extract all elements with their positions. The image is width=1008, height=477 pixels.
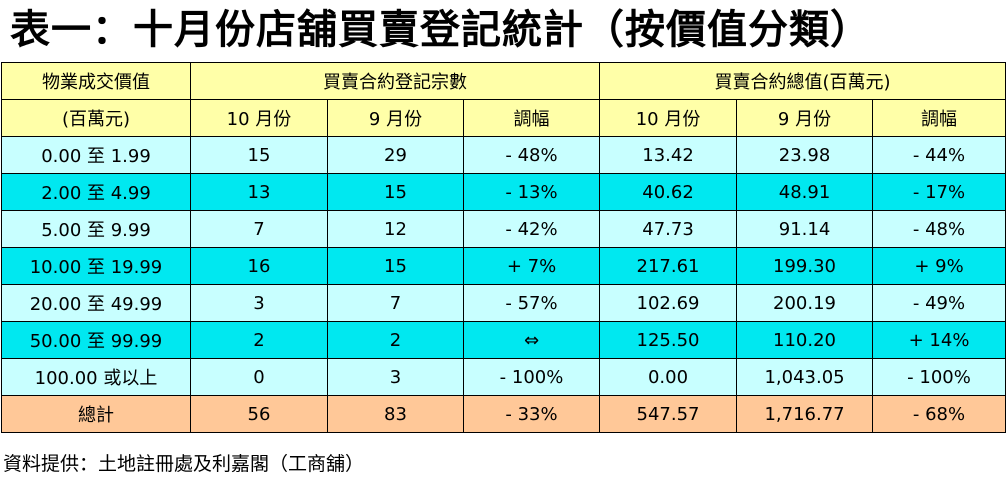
value-change-cell: + 14% [872, 321, 1007, 359]
range-cell: 0.00 至 1.99 [1, 136, 191, 174]
value-change-cell: - 48% [872, 210, 1007, 248]
value-sep-cell: 48.91 [736, 173, 874, 211]
header-range-unit: (百萬元) [1, 99, 191, 137]
total-count-sep: 83 [327, 395, 464, 433]
value-change-cell: - 49% [872, 284, 1007, 322]
value-sep-cell: 91.14 [736, 210, 874, 248]
value-oct-cell: 13.42 [599, 136, 738, 174]
table-row: 50.00 至 99.99 2 2 ⇔ 125.50 110.20 + 14% [1, 321, 1007, 359]
value-sep-cell: 23.98 [736, 136, 874, 174]
count-oct-cell: 16 [190, 247, 328, 285]
count-sep-cell: 2 [327, 321, 464, 359]
count-change-cell: - 13% [462, 173, 601, 211]
value-oct-cell: 217.61 [599, 247, 738, 285]
value-sep-cell: 200.19 [736, 284, 874, 322]
count-oct-cell: 7 [190, 210, 328, 248]
total-value-oct: 547.57 [599, 395, 738, 433]
count-oct-cell: 3 [190, 284, 328, 322]
header-row-1: 物業成交價值 買賣合約登記宗數 買賣合約總值(百萬元) [1, 62, 1007, 100]
header-count-change: 調幅 [462, 99, 601, 137]
count-sep-cell: 15 [327, 173, 464, 211]
count-change-cell: - 100% [462, 358, 601, 396]
source-note: 資料提供：土地註冊處及利嘉閣（工商舖） [3, 453, 365, 475]
value-oct-cell: 0.00 [599, 358, 738, 396]
count-sep-cell: 7 [327, 284, 464, 322]
count-sep-cell: 3 [327, 358, 464, 396]
range-cell: 10.00 至 19.99 [1, 247, 191, 285]
header-value-change: 調幅 [872, 99, 1007, 137]
count-sep-cell: 29 [327, 136, 464, 174]
header-count-oct: 10 月份 [190, 99, 328, 137]
header-count-sep: 9 月份 [327, 99, 464, 137]
count-sep-cell: 15 [327, 247, 464, 285]
value-oct-cell: 40.62 [599, 173, 738, 211]
total-count-oct: 56 [190, 395, 328, 433]
count-change-cell: - 48% [462, 136, 601, 174]
total-label: 總計 [1, 395, 191, 433]
value-change-cell: - 100% [872, 358, 1007, 396]
count-change-cell: - 42% [462, 210, 601, 248]
value-sep-cell: 199.30 [736, 247, 874, 285]
page-title: 表一：十月份店舖買賣登記統計（按價值分類） [10, 7, 871, 53]
table-row: 5.00 至 9.99 7 12 - 42% 47.73 91.14 - 48% [1, 210, 1007, 248]
value-sep-cell: 110.20 [736, 321, 874, 359]
count-oct-cell: 2 [190, 321, 328, 359]
header-row-2: (百萬元) 10 月份 9 月份 調幅 10 月份 9 月份 調幅 [1, 99, 1007, 137]
count-oct-cell: 0 [190, 358, 328, 396]
total-count-change: - 33% [462, 395, 601, 433]
range-cell: 100.00 或以上 [1, 358, 191, 396]
count-oct-cell: 15 [190, 136, 328, 174]
value-change-cell: - 44% [872, 136, 1007, 174]
total-row: 總計 56 83 - 33% 547.57 1,716.77 - 68% [1, 395, 1007, 433]
range-cell: 50.00 至 99.99 [1, 321, 191, 359]
table-row: 20.00 至 49.99 3 7 - 57% 102.69 200.19 - … [1, 284, 1007, 322]
header-range-label: 物業成交價值 [1, 62, 191, 100]
count-sep-cell: 12 [327, 210, 464, 248]
range-cell: 2.00 至 4.99 [1, 173, 191, 211]
table-row: 0.00 至 1.99 15 29 - 48% 13.42 23.98 - 44… [1, 136, 1007, 174]
value-oct-cell: 47.73 [599, 210, 738, 248]
header-value-sep: 9 月份 [736, 99, 874, 137]
table-row: 100.00 或以上 0 3 - 100% 0.00 1,043.05 - 10… [1, 358, 1007, 396]
value-change-cell: - 17% [872, 173, 1007, 211]
header-value-group: 買賣合約總值(百萬元) [599, 62, 1007, 100]
table-row: 10.00 至 19.99 16 15 + 7% 217.61 199.30 +… [1, 247, 1007, 285]
count-change-cell: + 7% [462, 247, 601, 285]
value-sep-cell: 1,043.05 [736, 358, 874, 396]
header-value-oct: 10 月份 [599, 99, 738, 137]
total-value-sep: 1,716.77 [736, 395, 874, 433]
count-change-cell: - 57% [462, 284, 601, 322]
count-oct-cell: 13 [190, 173, 328, 211]
value-change-cell: + 9% [872, 247, 1007, 285]
range-cell: 5.00 至 9.99 [1, 210, 191, 248]
range-cell: 20.00 至 49.99 [1, 284, 191, 322]
table-row: 2.00 至 4.99 13 15 - 13% 40.62 48.91 - 17… [1, 173, 1007, 211]
value-oct-cell: 102.69 [599, 284, 738, 322]
statistics-table: 物業成交價值 買賣合約登記宗數 買賣合約總值(百萬元) (百萬元) 10 月份 … [1, 62, 1007, 433]
count-change-cell: ⇔ [462, 321, 601, 359]
header-count-group: 買賣合約登記宗數 [189, 62, 601, 100]
total-value-change: - 68% [872, 395, 1007, 433]
value-oct-cell: 125.50 [599, 321, 738, 359]
